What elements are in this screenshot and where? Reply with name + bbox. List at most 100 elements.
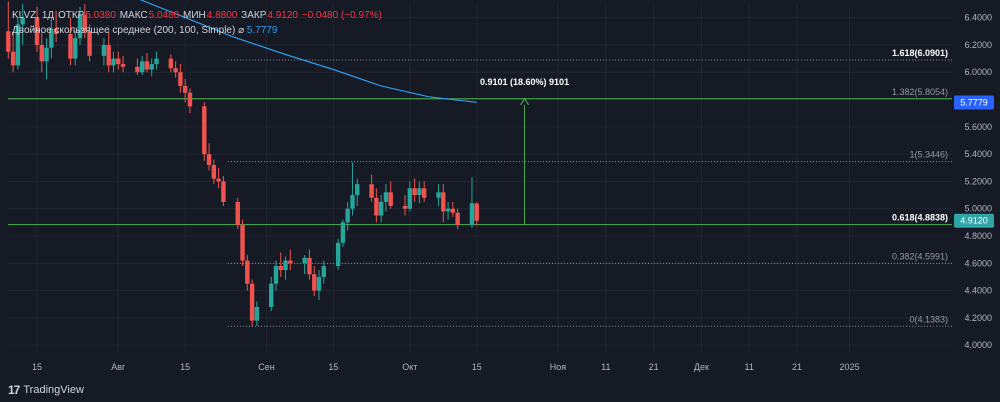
fib-level-label: 1(5.3446) xyxy=(909,150,948,160)
candle-body xyxy=(474,203,479,221)
price-tick-label: 4.6000 xyxy=(964,258,992,268)
fib-level-label: 1.618(6.0901) xyxy=(892,48,948,58)
price-measure: 0.9101 (18.60%) 9101 xyxy=(480,77,569,225)
time-tick-label: Сен xyxy=(258,362,275,372)
indicator-label: Двойное скользящее среднее (200, 100, Si… xyxy=(12,25,236,36)
candle-body xyxy=(245,260,250,284)
candle-body xyxy=(355,184,360,196)
close-label: ЗАКР xyxy=(241,10,267,21)
measure-label: 0.9101 (18.60%) 9101 xyxy=(480,77,569,87)
candle-body xyxy=(149,64,154,70)
candle-body xyxy=(178,72,183,86)
candle-body xyxy=(144,61,150,70)
candle-body xyxy=(139,61,145,73)
open-label: ОТКР xyxy=(57,10,85,21)
price-tick-label: 4.2000 xyxy=(964,313,992,323)
low-label: МИН xyxy=(183,10,206,21)
time-tick-label: Ноя xyxy=(550,362,567,372)
fib-level-label: 0.618(4.8838) xyxy=(892,213,948,223)
candle-body xyxy=(15,24,21,66)
time-tick-label: Окт xyxy=(402,362,417,372)
tradingview-branding[interactable]: 17 TradingView xyxy=(8,383,84,397)
candle-body xyxy=(278,266,283,271)
candle-body xyxy=(402,205,408,209)
candle-body xyxy=(374,197,379,216)
moving-average-line xyxy=(139,0,477,103)
time-tick-label: 15 xyxy=(472,362,482,372)
price-badge-label: 5.7779 xyxy=(960,98,988,108)
candle-body xyxy=(87,31,92,56)
candle-body xyxy=(436,192,441,198)
candle-body xyxy=(211,165,217,179)
close-value: 4.9120 xyxy=(267,10,298,21)
candle-body xyxy=(106,44,111,66)
price-badge xyxy=(954,95,994,110)
change-value: −0.0480 (−0.97%) xyxy=(301,10,382,21)
candle-body xyxy=(469,203,475,226)
candle-body xyxy=(101,44,107,56)
candle-body xyxy=(173,68,178,73)
tradingview-brand: TradingView xyxy=(23,384,84,396)
candle-body xyxy=(269,283,274,307)
candle-body xyxy=(283,260,288,271)
high-label: МАКС xyxy=(119,10,148,21)
candle-body xyxy=(383,192,389,202)
candle-body xyxy=(44,47,49,62)
candle-body xyxy=(288,260,293,264)
candle-body xyxy=(335,242,341,267)
price-tick-label: 6.2000 xyxy=(964,40,992,50)
candle-body xyxy=(345,208,350,223)
time-tick-label: 11 xyxy=(601,362,610,372)
candle-body xyxy=(235,201,240,226)
symbol-name[interactable]: KLVZ, 1Д xyxy=(12,10,55,21)
grid xyxy=(8,4,952,352)
indicator-symbol: ⌀ xyxy=(238,25,245,36)
time-tick-label: Дек xyxy=(694,362,709,372)
candle-body xyxy=(182,85,188,93)
moving-average xyxy=(139,0,477,103)
candles xyxy=(6,1,479,327)
low-value: 4.8800 xyxy=(206,10,238,21)
candle-body xyxy=(154,58,159,65)
price-badge xyxy=(954,213,994,228)
candle-body xyxy=(20,17,25,25)
time-tick-label: Авг xyxy=(111,362,126,372)
price-tick-label: 6.0000 xyxy=(964,67,992,77)
candle-body xyxy=(441,192,446,212)
candle-body xyxy=(202,106,207,155)
candle-body xyxy=(135,66,140,73)
candle-body xyxy=(221,181,226,202)
time-axis[interactable]: 15 Авг 15 Сен 15 Окт 15 Ноя 11 21 Дек 11 21 2025 xyxy=(32,362,860,372)
price-badge-label: 4.9120 xyxy=(960,216,988,226)
candle-body xyxy=(187,92,193,107)
candle-body xyxy=(240,225,245,261)
candle-body xyxy=(254,306,260,321)
fibonacci-levels: 1.618(6.0901) 1.382(5.8054) 1(5.3446) 0.618… xyxy=(8,48,952,327)
candle-body xyxy=(6,31,11,52)
fib-level-label: 1.382(5.8054) xyxy=(892,87,948,97)
candle-body xyxy=(53,28,59,35)
time-tick-label: 15 xyxy=(328,362,338,372)
candle-body xyxy=(378,201,384,216)
candle-body xyxy=(307,257,312,275)
indicator-legend[interactable]: Двойное скользящее среднее (200, 100, Si… xyxy=(12,25,278,36)
time-tick-label: 11 xyxy=(745,362,754,372)
time-tick-label: 15 xyxy=(180,362,190,372)
price-tick-label: 5.6000 xyxy=(964,122,992,132)
candle-body xyxy=(450,208,456,213)
high-value: 5.0480 xyxy=(148,10,180,21)
price-tick-label: 4.4000 xyxy=(964,286,992,296)
price-tick-label: 5.0000 xyxy=(964,204,992,214)
candle-body xyxy=(111,58,116,66)
candle-body xyxy=(77,14,83,39)
fib-level-label: 0.382(4.5991) xyxy=(892,251,948,261)
candle-body xyxy=(312,274,317,291)
candle-body xyxy=(445,208,451,212)
measure-arrow-icon xyxy=(520,97,529,106)
candle-body xyxy=(116,58,121,65)
candle-body xyxy=(407,188,413,209)
candle-body xyxy=(350,195,355,209)
time-tick-label: 2025 xyxy=(840,362,860,372)
